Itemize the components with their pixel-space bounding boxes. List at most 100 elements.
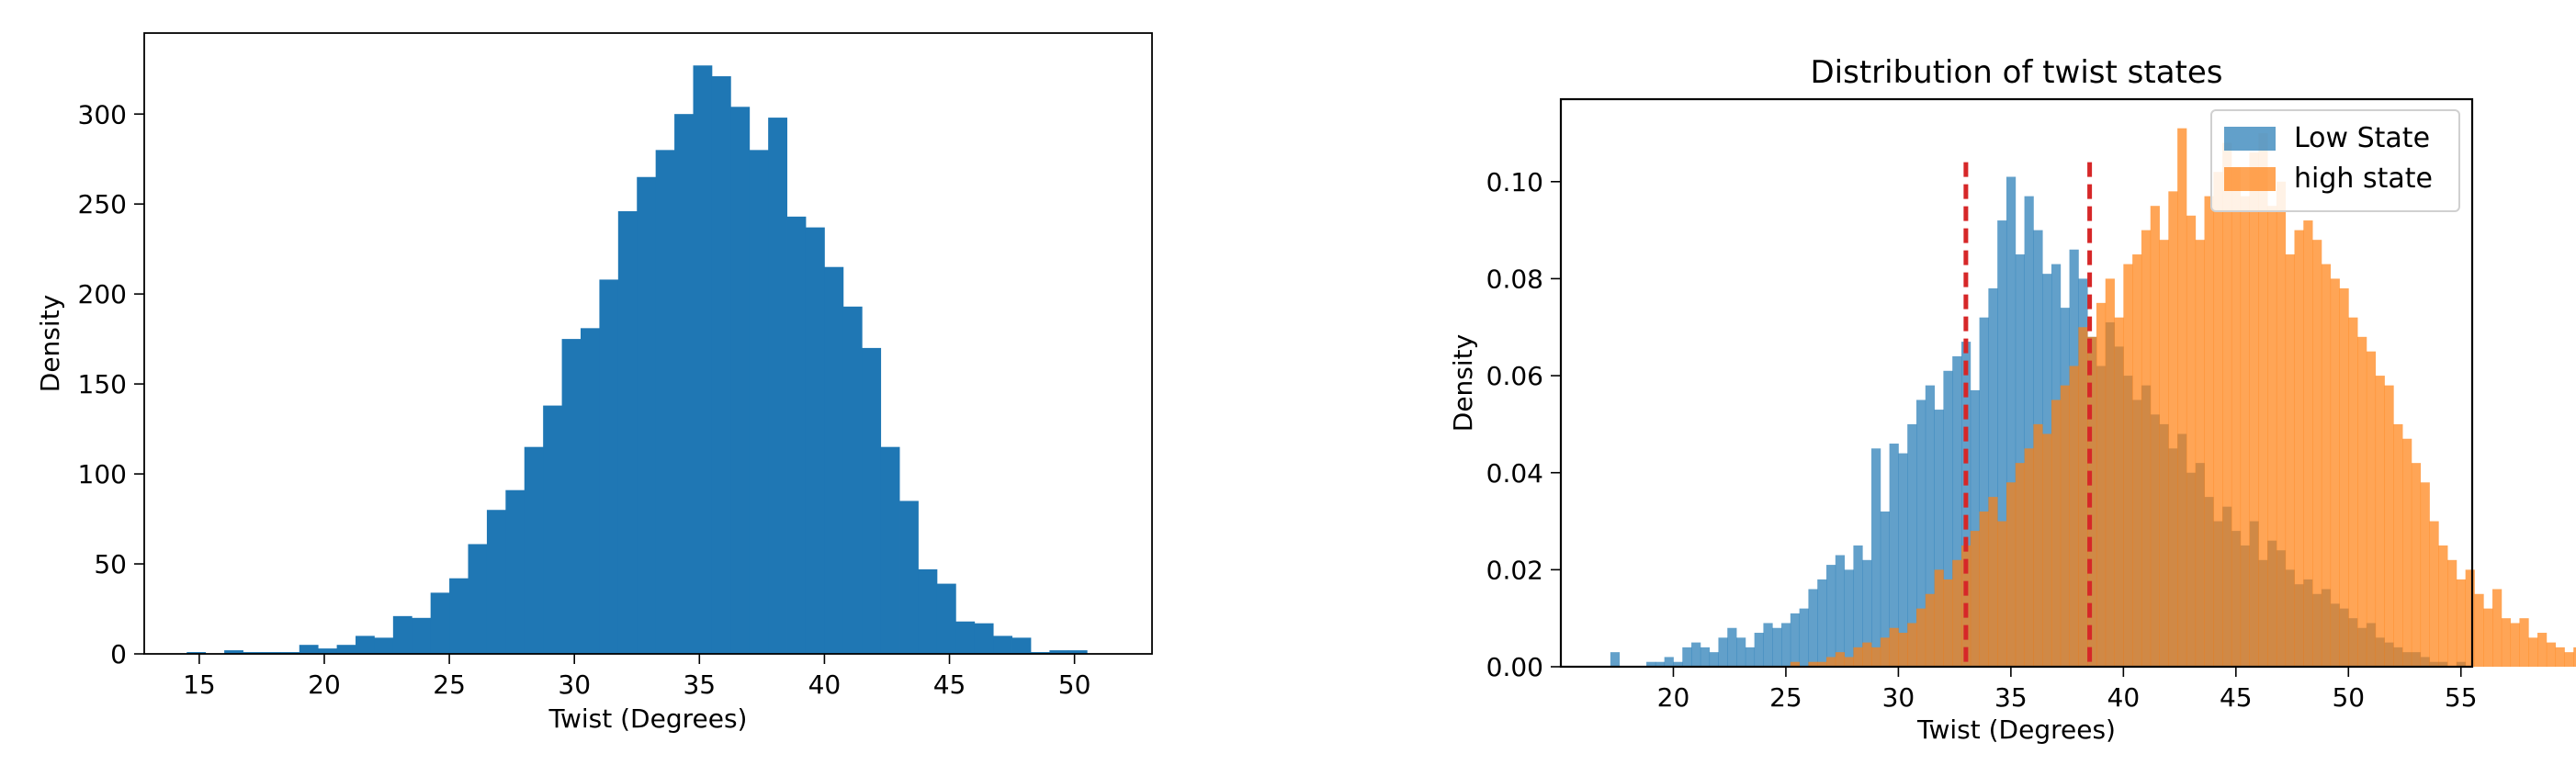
histogram-bar (2267, 206, 2277, 667)
histogram-bar (711, 76, 731, 654)
x-tick-label: 15 (183, 669, 216, 700)
histogram-bar (1808, 661, 1818, 667)
y-axis-label: Density (1448, 334, 1478, 432)
x-tick-label: 40 (808, 669, 842, 700)
histogram-bar (2411, 463, 2422, 667)
histogram-bar (261, 652, 281, 654)
x-tick-label: 50 (2332, 682, 2365, 713)
y-tick-label: 0.00 (1486, 652, 1543, 682)
histogram-bar (1970, 531, 1980, 667)
y-tick-label: 100 (78, 459, 127, 489)
histogram-bar (2330, 278, 2340, 667)
histogram-bar (768, 118, 787, 655)
histogram-bar (1844, 657, 1854, 667)
histogram-bar (1817, 661, 1827, 667)
histogram-bar (543, 405, 562, 654)
histogram-bar (412, 617, 432, 654)
histogram-bar (1880, 637, 1891, 667)
histogram-bar (2249, 152, 2259, 668)
histogram-bar (1862, 642, 1872, 667)
histogram-bar (880, 446, 900, 654)
histogram-bar (637, 176, 657, 654)
histogram-bar (2258, 132, 2268, 668)
x-tick-label: 30 (1882, 682, 1915, 713)
histogram-bar (1979, 511, 1989, 667)
histogram-bar (2357, 336, 2367, 667)
bars-group (186, 65, 1088, 655)
histogram-bar (561, 339, 582, 654)
histogram-bar (1808, 589, 1818, 667)
y-tick-label: 200 (78, 279, 127, 309)
histogram-bar (1826, 565, 1836, 667)
y-tick-label: 0.02 (1486, 555, 1543, 585)
legend-swatch (2224, 167, 2276, 191)
histogram-bar (1718, 637, 1728, 667)
histogram-bar (599, 279, 619, 654)
histogram-bar (1664, 657, 1674, 667)
histogram-bar (1673, 661, 1683, 667)
histogram-bar (2402, 438, 2412, 667)
histogram-bar (1988, 288, 1998, 667)
histogram-bar (2546, 642, 2557, 667)
histogram-bar (899, 501, 919, 654)
histogram-bar (805, 227, 825, 654)
histogram-bar (1952, 559, 1962, 667)
histogram-bar (862, 347, 882, 654)
histogram-bar (2168, 191, 2178, 668)
histogram-bar (2042, 433, 2052, 667)
histogram-bar (1610, 652, 1621, 667)
histogram-bar (2456, 579, 2467, 667)
histogram-bar (2078, 327, 2088, 667)
histogram-bar (674, 114, 694, 655)
histogram-bar (1745, 647, 1756, 667)
histogram-bar (955, 621, 976, 654)
histogram-bar (2150, 206, 2160, 667)
histogram-bar (1916, 608, 1926, 667)
x-tick-label: 30 (558, 669, 591, 700)
histogram-bar (2375, 376, 2385, 667)
x-tick-label: 25 (1769, 682, 1802, 713)
histogram-bar (2348, 317, 2358, 667)
histogram-bar (1844, 569, 1854, 667)
y-tick-label: 50 (94, 549, 127, 579)
histogram-bar (1682, 647, 1692, 667)
histogram-bar (2492, 589, 2503, 667)
histogram-bar (1988, 497, 1998, 667)
histogram-bar (1781, 623, 1791, 667)
histogram-bar (2474, 593, 2484, 667)
histogram-bar (730, 107, 751, 655)
histogram-bar (786, 216, 807, 655)
histogram-bar (356, 636, 375, 654)
histogram-bar (1997, 521, 2007, 667)
legend-label: Low State (2294, 122, 2430, 154)
histogram-bar (581, 328, 600, 654)
histogram-bar (617, 210, 638, 655)
y-tick-label: 0.10 (1486, 167, 1543, 197)
bars-group (1610, 128, 2576, 668)
histogram-bar (468, 544, 488, 654)
histogram-bar (1835, 652, 1846, 667)
histogram-bar (1709, 652, 1719, 667)
histogram-bar (1934, 410, 1944, 667)
histogram-bar (299, 645, 319, 654)
histogram-bar (2393, 423, 2403, 667)
histogram-bar (2366, 351, 2377, 667)
histogram-bar (1700, 647, 1711, 667)
histogram-bar (2285, 254, 2295, 667)
legend-swatch (2224, 127, 2276, 151)
histogram-bar (1736, 637, 1746, 667)
histogram-bar (2005, 176, 2017, 667)
histogram-bar (2429, 521, 2439, 667)
histogram-bar (2087, 336, 2097, 667)
histogram-bar (280, 652, 300, 654)
histogram-bar (1826, 657, 1836, 667)
histogram-bar (2033, 423, 2043, 667)
histogram-bar (693, 65, 713, 654)
histogram-bar (486, 510, 506, 654)
histogram-bar (2303, 220, 2313, 668)
histogram-bar (2024, 196, 2034, 667)
histogram-bar (1754, 633, 1764, 667)
histogram-bar (993, 636, 1012, 654)
right-histogram-panel: 20 25 30 35 40 45 50 55 0.00 0.02 0.04 0.06 0.08 0.10… (1286, 0, 2576, 761)
histogram-bar (2051, 399, 2062, 667)
